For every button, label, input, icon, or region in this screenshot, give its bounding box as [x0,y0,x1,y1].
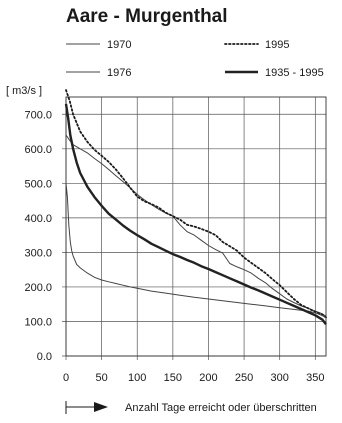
series-line-1935-1995 [64,103,327,325]
y-tick-label: 600.0 [24,144,52,156]
legend-label: 1976 [107,67,131,79]
y-tick-label: 500.0 [24,178,52,190]
x-axis-arrow [65,401,108,414]
y-tick-label: 0.0 [37,351,52,363]
x-axis-label: Anzahl Tage erreicht oder überschritten [125,402,317,414]
legend: 1970 1995 1976 1935 - 1995 [66,39,324,79]
x-tick-label: 300 [271,372,289,384]
legend-item: 1935 - 1995 [225,67,324,79]
x-tick-label: 0 [63,372,69,384]
legend-item: 1970 [66,39,131,51]
x-tick-label: 350 [306,372,324,384]
series-line-1995 [65,89,327,319]
legend-label: 1970 [107,39,131,51]
x-tick-label: 250 [235,372,253,384]
legend-item: 1995 [224,39,289,51]
series-line-1976 [65,183,327,319]
x-tick-label: 150 [164,372,182,384]
legend-item: 1976 [66,67,131,79]
y-tick-label: 200.0 [24,282,52,294]
legend-label: 1995 [265,39,289,51]
y-tick-label: 700.0 [24,109,52,121]
series-lines [64,89,327,325]
plot-frame [65,96,327,357]
grid [62,96,327,360]
y-tick-labels: 0.0 100.0 200.0 300.0 400.0 500.0 600.0 700.0 [24,109,52,363]
x-tick-label: 200 [199,372,217,384]
y-tick-label: 400.0 [24,213,52,225]
y-tick-label: 300.0 [24,247,52,259]
x-tick-label: 50 [95,372,107,384]
chart-title: Aare - Murgenthal [66,6,228,27]
legend-label: 1935 - 1995 [265,67,324,79]
x-tick-labels: 0 50 100 150 200 250 300 350 [63,372,325,384]
y-axis-label: [ m3/s ] [6,85,42,97]
x-tick-label: 100 [128,372,146,384]
series-line-1970 [65,134,327,317]
y-tick-label: 100.0 [24,316,52,328]
